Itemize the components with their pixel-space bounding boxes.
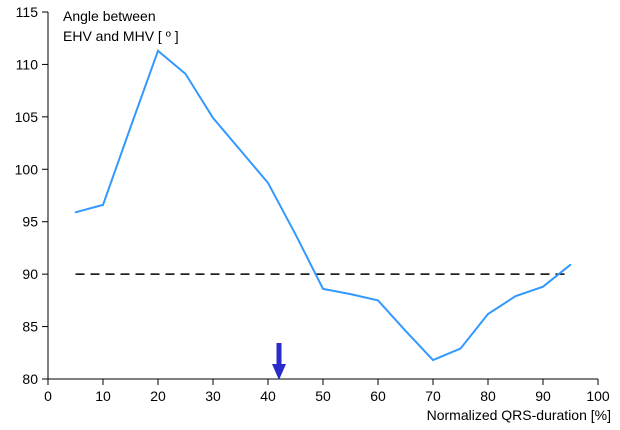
arrow-down-icon [272, 343, 286, 380]
data-point [212, 117, 214, 119]
y-tick-label: 110 [16, 56, 39, 72]
data-point [267, 182, 269, 184]
y-tick-label: 100 [15, 161, 39, 177]
x-tick-label: 0 [44, 388, 52, 404]
x-tick-label: 70 [425, 388, 441, 404]
y-ticks: 80 85 90 95 100 105 110 115 [15, 4, 48, 387]
y-tick-label: 90 [22, 266, 38, 282]
y-tick-label: 80 [22, 371, 38, 387]
data-point [487, 313, 489, 315]
arrow-shaft [276, 343, 282, 365]
arrow-head [272, 364, 286, 380]
data-point [377, 299, 379, 302]
series-line [75, 49, 572, 362]
x-tick-label: 60 [370, 388, 386, 404]
x-tick-label: 100 [586, 388, 610, 404]
x-tick-label: 40 [260, 388, 276, 404]
data-point [239, 149, 242, 152]
data-point [569, 263, 572, 266]
data-point [349, 293, 352, 295]
y-tick-label: 85 [22, 319, 38, 335]
data-point [294, 233, 297, 236]
y-tick-label: 105 [15, 109, 39, 125]
x-tick-label: 80 [480, 388, 496, 404]
series-points [74, 49, 572, 361]
x-tick-label: 30 [205, 388, 221, 404]
data-point [542, 285, 544, 288]
x-tick-label: 10 [95, 388, 111, 404]
data-point [514, 295, 517, 297]
data-point [157, 49, 159, 52]
data-point [74, 211, 77, 214]
data-point [129, 126, 132, 129]
data-point [322, 288, 324, 290]
x-tick-label: 50 [315, 388, 331, 404]
data-point [459, 347, 462, 350]
x-tick-label: 90 [535, 388, 551, 404]
axes [47, 12, 598, 380]
data-point [404, 329, 407, 332]
y-tick-label: 95 [22, 214, 38, 230]
x-tick-label: 20 [150, 388, 166, 404]
data-point [432, 359, 434, 361]
y-axis-title-line-1: Angle between [63, 8, 156, 24]
y-axis-title-line-2: EHV and MHV [ º ] [63, 28, 179, 44]
data-point [184, 73, 187, 75]
x-axis-title: Normalized QRS-duration [%] [427, 407, 611, 423]
x-ticks: 0 10 20 30 40 50 60 70 80 90 100 [44, 379, 610, 404]
y-tick-label: 115 [16, 4, 39, 20]
data-point [102, 204, 104, 206]
